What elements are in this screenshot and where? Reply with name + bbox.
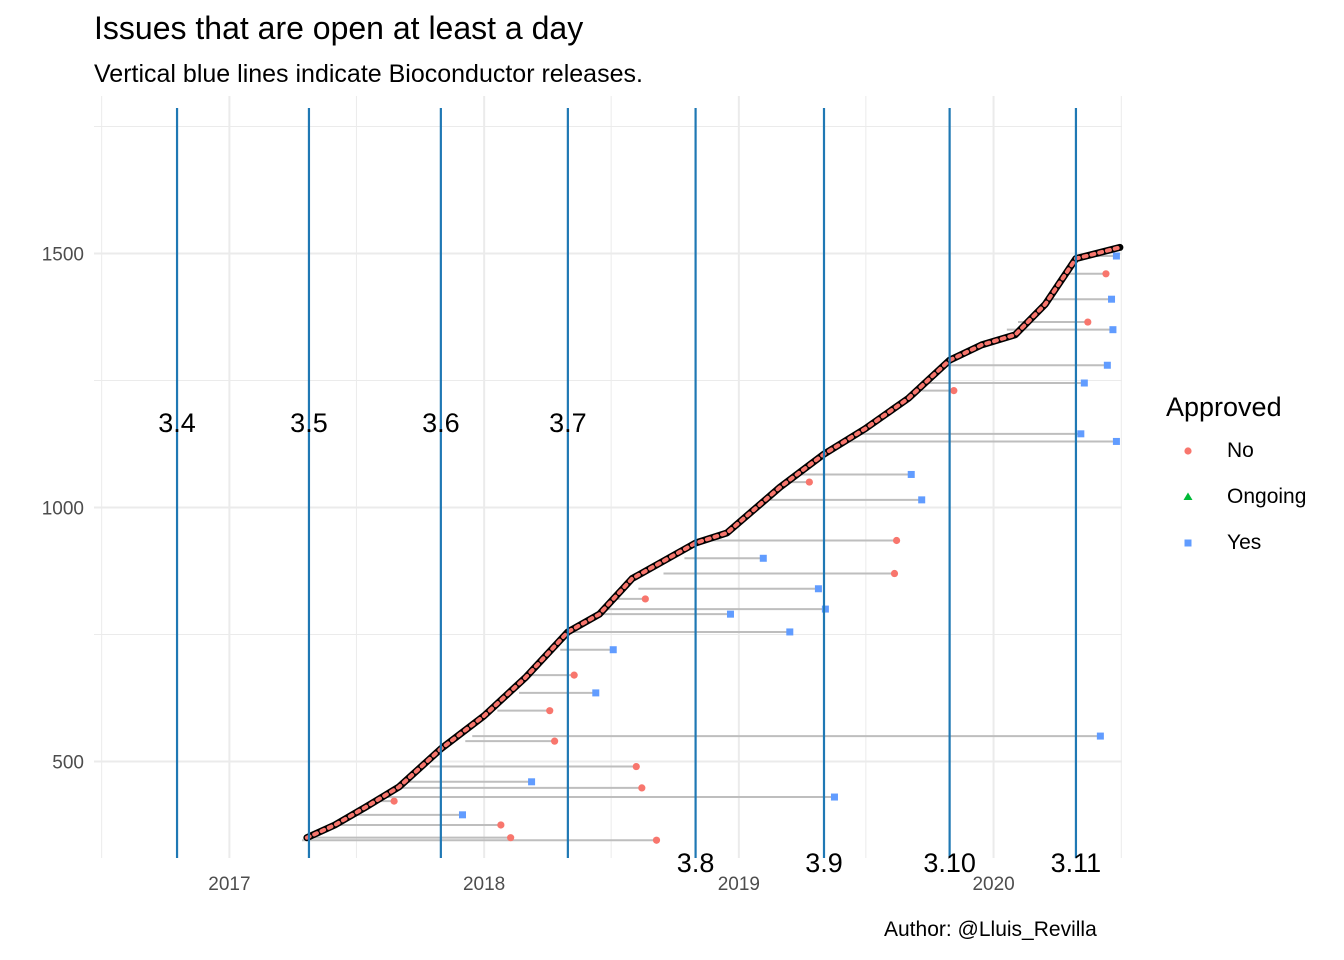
closed-point-no [507, 834, 515, 842]
closed-point-yes [918, 496, 926, 504]
x-tick-label: 2020 [972, 874, 1014, 895]
legend-title: Approved [1166, 392, 1282, 422]
release-label: 3.4 [158, 408, 196, 438]
closed-point-yes [1112, 252, 1120, 260]
y-tick-label: 1500 [42, 244, 84, 265]
closed-point-no [892, 536, 901, 545]
closed-point-yes [759, 554, 767, 562]
closed-point-yes [821, 605, 829, 613]
closed-point-yes [1112, 437, 1120, 445]
closed-point-no [805, 478, 813, 486]
release-label: 3.7 [549, 408, 587, 438]
closed-point-no [1102, 270, 1110, 278]
closed-point-yes [786, 628, 794, 636]
closed-point-yes [1108, 295, 1116, 303]
opened-issues-curve [303, 243, 1124, 842]
closed-point-yes [528, 778, 536, 786]
release-label: 3.11 [1051, 848, 1102, 878]
axis-labels: 500 1000 1500 2017 2018 2019 2020 [42, 244, 1015, 895]
closed-point-yes [726, 610, 734, 618]
closed-point-yes [1096, 732, 1104, 740]
release-lines: 3.4 3.5 3.6 3.7 3.8 3.9 3.10 3.11 [158, 108, 1101, 878]
legend-label: Ongoing [1227, 485, 1307, 508]
x-tick-label: 2017 [208, 874, 250, 895]
release-label: 3.6 [422, 408, 460, 438]
closed-point-no [570, 671, 578, 679]
closed-point-no [638, 784, 646, 792]
grid [94, 96, 1122, 858]
closed-point-yes [830, 793, 838, 801]
chart-caption: Author: @Lluis_Revilla [884, 918, 1097, 941]
release-label: 3.10 [923, 848, 976, 878]
closed-point-yes [458, 811, 466, 819]
closed-point-no [632, 762, 640, 771]
closed-issue-points [390, 252, 1120, 844]
opened-issues-line [303, 243, 1124, 842]
legend-label: Yes [1227, 531, 1262, 554]
y-tick-label: 1000 [42, 498, 84, 519]
release-label: 3.8 [677, 848, 715, 878]
closed-point-yes [609, 646, 617, 654]
closed-point-no [1084, 318, 1092, 326]
closed-point-no [551, 737, 559, 745]
open-duration-segments [301, 255, 1117, 842]
opened-issues-overlay [304, 245, 1122, 840]
closed-point-yes [907, 470, 915, 478]
x-tick-label: 2018 [463, 874, 505, 895]
closed-point-no [546, 707, 554, 715]
circle-icon [1184, 447, 1192, 455]
square-icon [1184, 539, 1192, 547]
release-label: 3.5 [290, 408, 328, 438]
legend-item-ongoing: Ongoing [1166, 481, 1306, 527]
closed-point-yes [592, 689, 600, 697]
legend-item-no: No [1166, 435, 1282, 481]
legend-label: No [1227, 439, 1254, 462]
closed-point-no [497, 821, 505, 829]
closed-point-no [641, 595, 649, 603]
x-tick-label: 2019 [718, 874, 760, 895]
chart-subtitle: Vertical blue lines indicate Bioconducto… [94, 60, 643, 88]
closed-point-no [890, 569, 899, 578]
closed-point-no [652, 836, 661, 844]
legend-item-yes: Yes [1166, 527, 1282, 573]
chart-title: Issues that are open at least a day [94, 10, 584, 46]
closed-point-yes [1109, 326, 1117, 334]
triangle-icon [1183, 492, 1193, 500]
closed-point-no [390, 797, 398, 805]
closed-point-yes [814, 585, 822, 593]
legend: Approved No Ongoing Yes [1166, 392, 1306, 573]
closed-point-yes [1103, 361, 1111, 369]
closed-point-no [950, 387, 958, 395]
release-label: 3.9 [805, 848, 843, 878]
y-tick-label: 500 [52, 752, 84, 773]
closed-point-yes [1080, 379, 1088, 387]
closed-point-yes [1077, 430, 1085, 438]
